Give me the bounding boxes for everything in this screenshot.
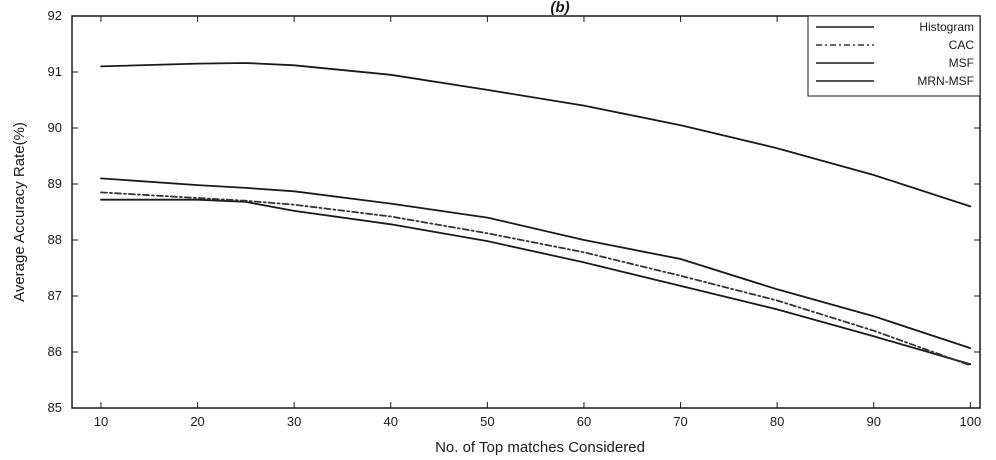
x-tick-label: 50 xyxy=(480,414,494,429)
x-tick-label: 30 xyxy=(287,414,301,429)
y-tick-label: 89 xyxy=(48,176,62,191)
y-tick-label: 91 xyxy=(48,64,62,79)
x-tick-label: 90 xyxy=(867,414,881,429)
legend: Histogram CAC MSF MRN-MSF xyxy=(807,15,981,97)
y-tick-label: 85 xyxy=(48,400,62,415)
x-tick-label: 70 xyxy=(673,414,687,429)
legend-label: MRN-MSF xyxy=(917,74,974,88)
y-axis: 85 86 87 88 89 90 91 92 xyxy=(48,8,980,415)
legend-label: MSF xyxy=(949,56,974,70)
x-tick-label: 40 xyxy=(384,414,398,429)
y-tick-label: 90 xyxy=(48,120,62,135)
y-tick-label: 88 xyxy=(48,232,62,247)
legend-box xyxy=(807,15,981,97)
x-tick-label: 20 xyxy=(190,414,204,429)
y-axis-label: Average Accuracy Rate(%) xyxy=(11,122,28,302)
x-tick-label: 60 xyxy=(577,414,591,429)
plot-area-frame xyxy=(71,15,981,409)
x-axis-label: No. of Top matches Considered xyxy=(435,439,645,456)
x-tick-label: 10 xyxy=(94,414,108,429)
x-tick-label: 80 xyxy=(770,414,784,429)
series-line-histogram xyxy=(100,198,972,366)
chart-title: (b) xyxy=(550,0,569,16)
y-tick-label: 87 xyxy=(48,288,62,303)
series-line-msf xyxy=(100,177,972,350)
legend-label: Histogram xyxy=(919,20,974,34)
series-line-mrn-msf xyxy=(100,62,972,208)
x-axis: 10 20 30 40 50 60 70 80 90 100 xyxy=(94,16,981,429)
series-line-cac xyxy=(100,191,972,367)
y-tick-label: 92 xyxy=(48,8,62,23)
series-lines xyxy=(100,62,972,367)
x-tick-label: 100 xyxy=(959,414,981,429)
y-tick-label: 86 xyxy=(48,344,62,359)
legend-label: CAC xyxy=(949,38,975,52)
